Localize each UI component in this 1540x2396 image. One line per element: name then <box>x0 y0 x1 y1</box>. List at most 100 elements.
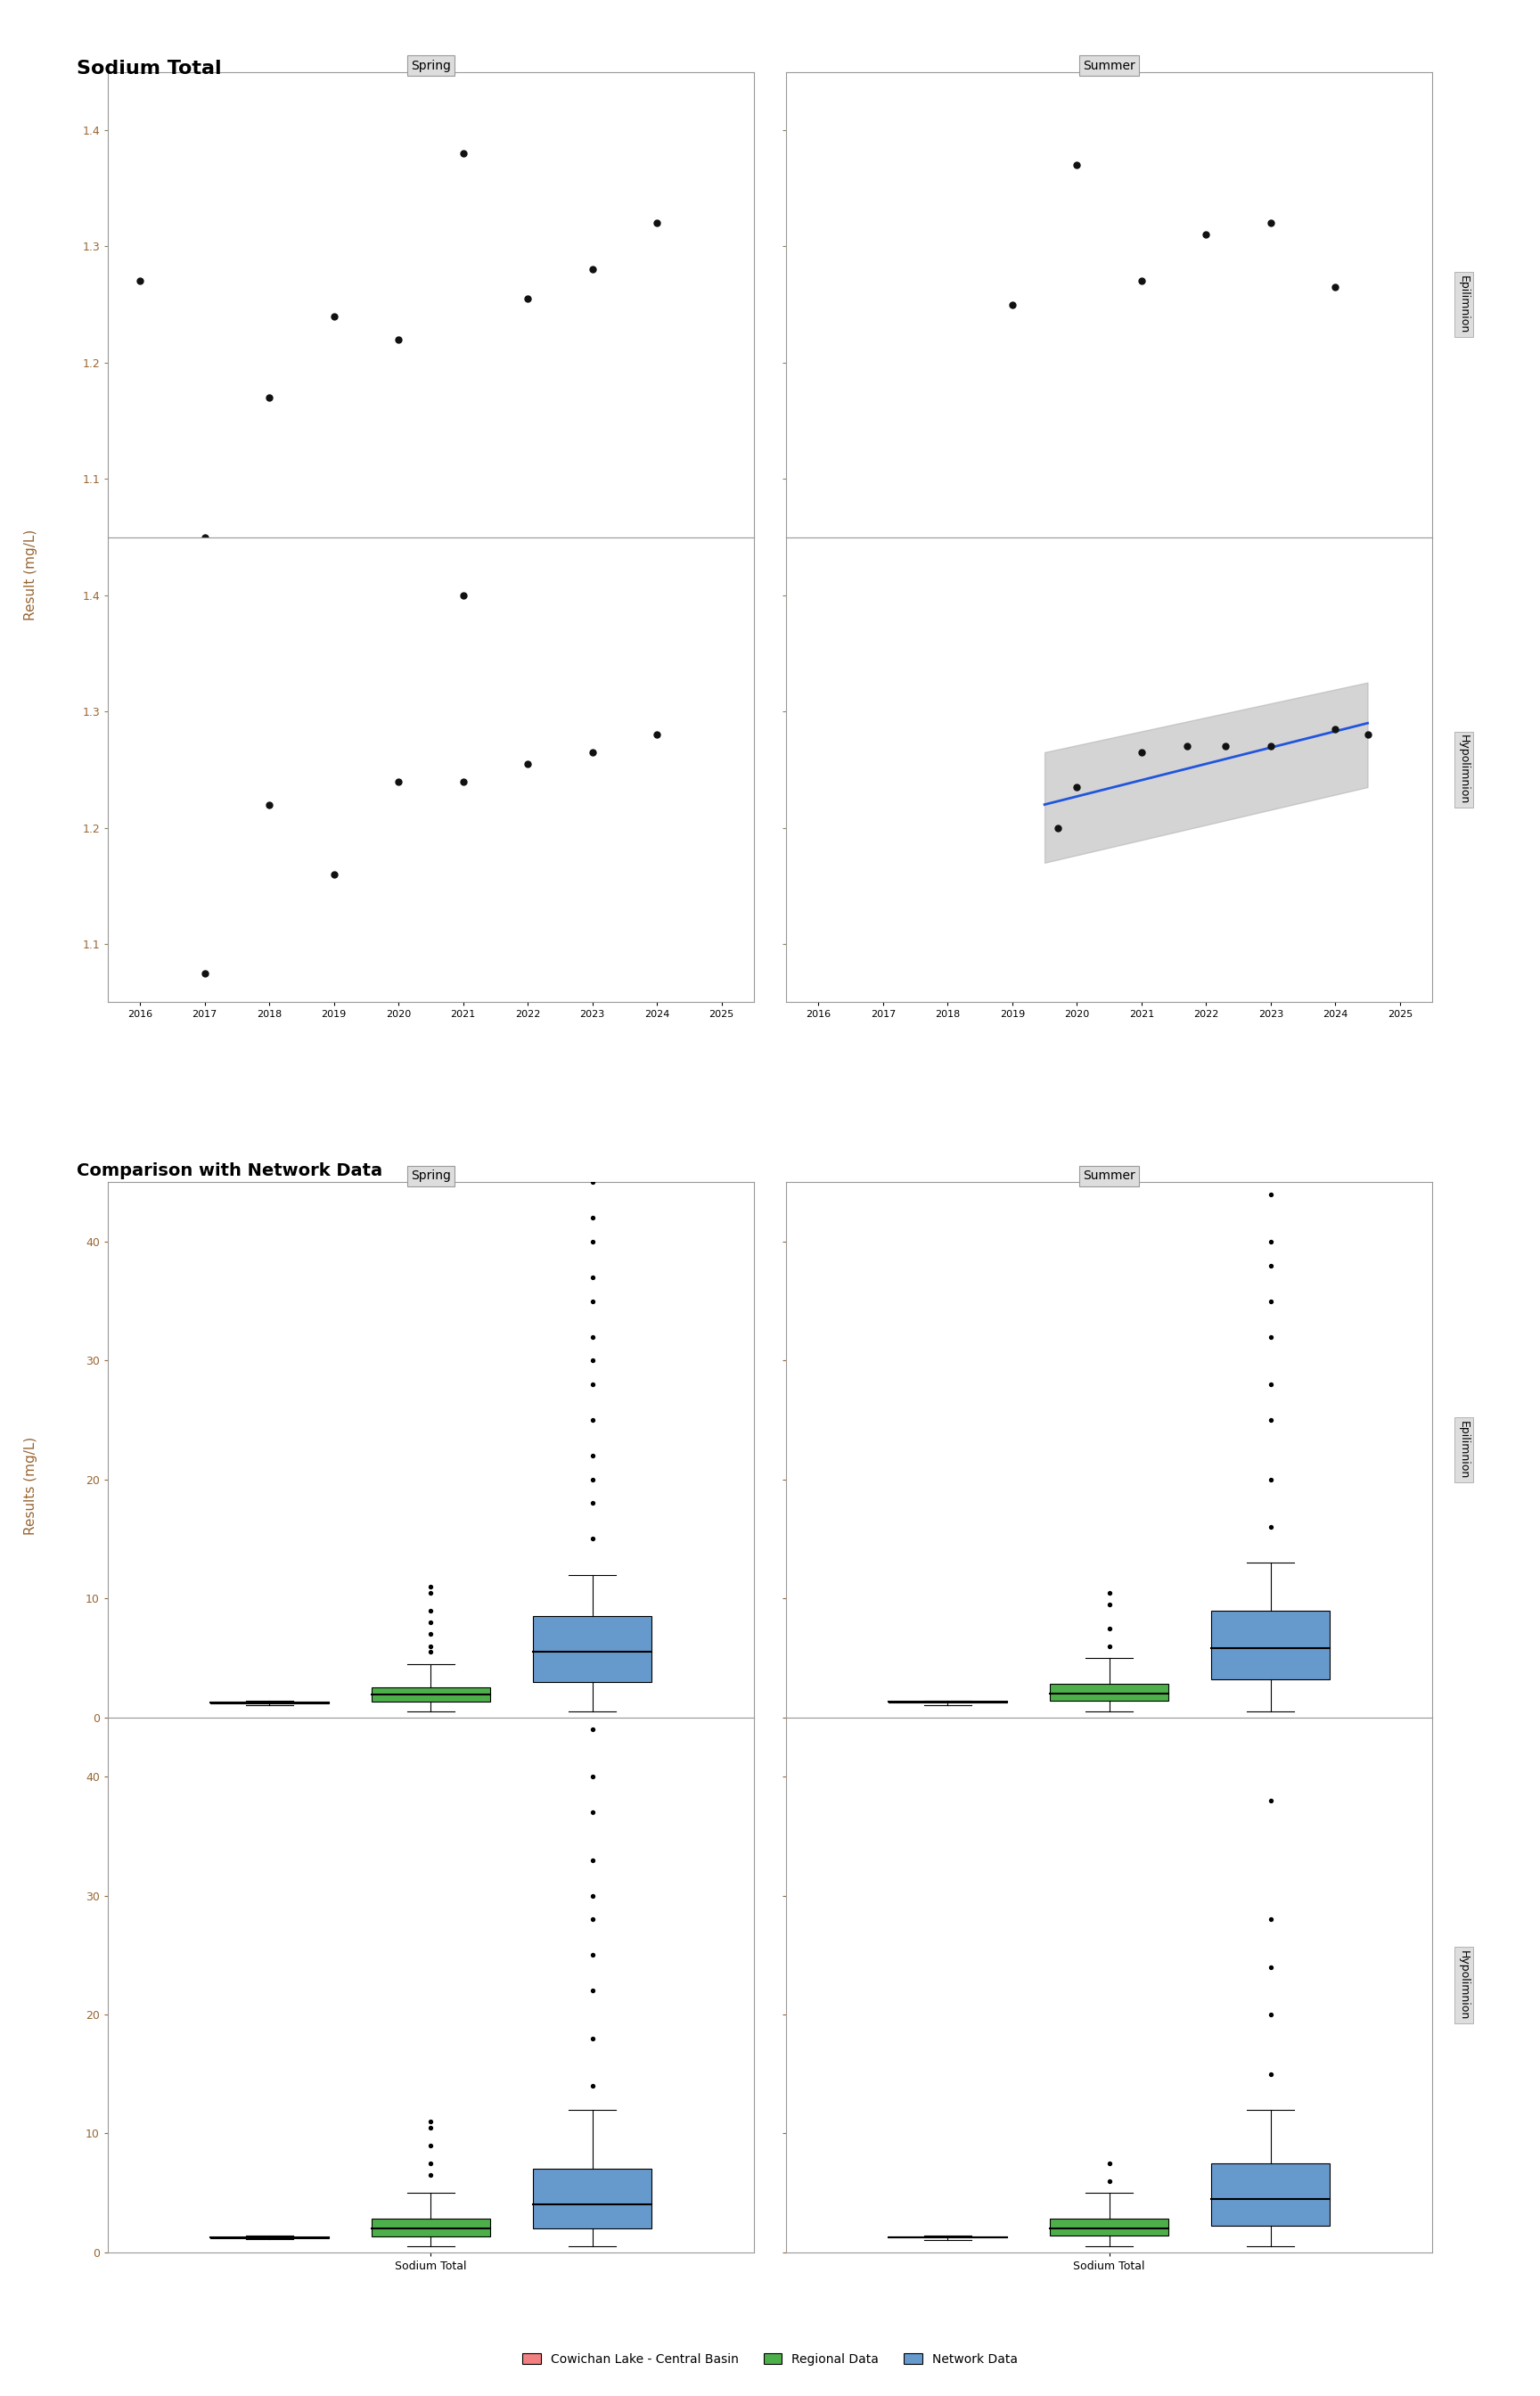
Point <box>192 518 217 556</box>
Point <box>645 716 670 755</box>
Text: Epilimnion: Epilimnion <box>1458 1421 1469 1478</box>
Point <box>419 2125 444 2164</box>
Point <box>581 1483 605 1521</box>
Point <box>419 1567 444 1605</box>
Point <box>1258 1459 1283 1498</box>
Bar <box>371 1687 490 1701</box>
Point <box>1258 1222 1283 1260</box>
Point <box>419 1591 444 1629</box>
Point <box>419 1632 444 1670</box>
Point <box>581 1342 605 1380</box>
Point <box>1258 1780 1283 1819</box>
Bar <box>1050 2219 1169 2235</box>
Point <box>257 379 282 417</box>
Bar <box>1212 1610 1331 1680</box>
Point <box>1129 733 1153 772</box>
Bar <box>1212 2164 1331 2226</box>
Text: Hypolimnion: Hypolimnion <box>1458 736 1469 805</box>
Point <box>581 1840 605 1878</box>
Point <box>322 855 346 894</box>
Point <box>419 2144 444 2183</box>
Point <box>1258 1246 1283 1284</box>
Point <box>1258 728 1283 767</box>
Text: Hypolimnion: Hypolimnion <box>1458 1950 1469 2020</box>
Point <box>419 1574 444 1613</box>
Legend: Cowichan Lake - Central Basin, Regional Data, Network Data: Cowichan Lake - Central Basin, Regional … <box>517 2348 1023 2370</box>
Point <box>1258 1366 1283 1404</box>
Point <box>516 280 541 319</box>
Title: Summer: Summer <box>1083 1169 1135 1181</box>
Point <box>581 1282 605 1320</box>
Point <box>581 1402 605 1440</box>
Point <box>1355 716 1380 755</box>
Point <box>1258 1318 1283 1356</box>
Point <box>387 762 411 800</box>
Point <box>581 1162 605 1200</box>
Point <box>257 786 282 824</box>
Point <box>581 252 605 290</box>
Point <box>192 954 217 992</box>
Bar <box>533 2168 651 2228</box>
Point <box>419 2156 444 2195</box>
Point <box>1046 810 1070 848</box>
Point <box>581 1876 605 1914</box>
Point <box>1175 728 1200 767</box>
Point <box>581 2020 605 2058</box>
Point <box>1258 1900 1283 1938</box>
Point <box>581 1198 605 1236</box>
Point <box>581 1519 605 1557</box>
Point <box>1064 146 1089 184</box>
Point <box>581 1438 605 1476</box>
Point <box>1323 709 1348 748</box>
Point <box>419 1603 444 1641</box>
Point <box>581 1459 605 1498</box>
Point <box>1194 216 1218 254</box>
Point <box>1258 1282 1283 1320</box>
Point <box>1096 1586 1121 1624</box>
Bar <box>1050 1684 1169 1701</box>
Point <box>516 745 541 783</box>
Point <box>419 2101 444 2140</box>
Text: Result (mg/L): Result (mg/L) <box>25 530 37 621</box>
Point <box>1096 1574 1121 1613</box>
Point <box>581 1258 605 1296</box>
Point <box>1258 1402 1283 1440</box>
Point <box>581 1222 605 1260</box>
Title: Summer: Summer <box>1083 60 1135 72</box>
Point <box>1258 2056 1283 2094</box>
Point <box>322 297 346 335</box>
Point <box>419 2108 444 2147</box>
Point <box>1323 268 1348 307</box>
Point <box>581 1711 605 1749</box>
Point <box>1258 204 1283 242</box>
Point <box>581 1792 605 1831</box>
Point <box>1096 1610 1121 1648</box>
Point <box>581 1972 605 2010</box>
Text: Epilimnion: Epilimnion <box>1458 276 1469 333</box>
Point <box>999 285 1024 323</box>
Point <box>581 1936 605 1974</box>
Title: Spring: Spring <box>411 60 451 72</box>
Point <box>581 2068 605 2106</box>
Point <box>1214 728 1238 767</box>
Point <box>1258 1996 1283 2034</box>
Point <box>451 762 476 800</box>
Title: Spring: Spring <box>411 1169 451 1181</box>
Point <box>451 575 476 613</box>
Point <box>1096 1627 1121 1665</box>
Point <box>581 733 605 772</box>
Point <box>128 261 152 300</box>
Bar <box>371 2219 490 2238</box>
Point <box>645 204 670 242</box>
Point <box>451 134 476 173</box>
Point <box>1258 1948 1283 1986</box>
Text: Comparison with Network Data: Comparison with Network Data <box>77 1162 383 1179</box>
Point <box>387 321 411 359</box>
Bar <box>533 1617 651 1682</box>
Point <box>581 1900 605 1938</box>
Point <box>1258 1174 1283 1212</box>
Point <box>581 1366 605 1404</box>
Point <box>419 1615 444 1653</box>
Point <box>1096 2144 1121 2183</box>
Text: Sodium Total: Sodium Total <box>77 60 222 77</box>
